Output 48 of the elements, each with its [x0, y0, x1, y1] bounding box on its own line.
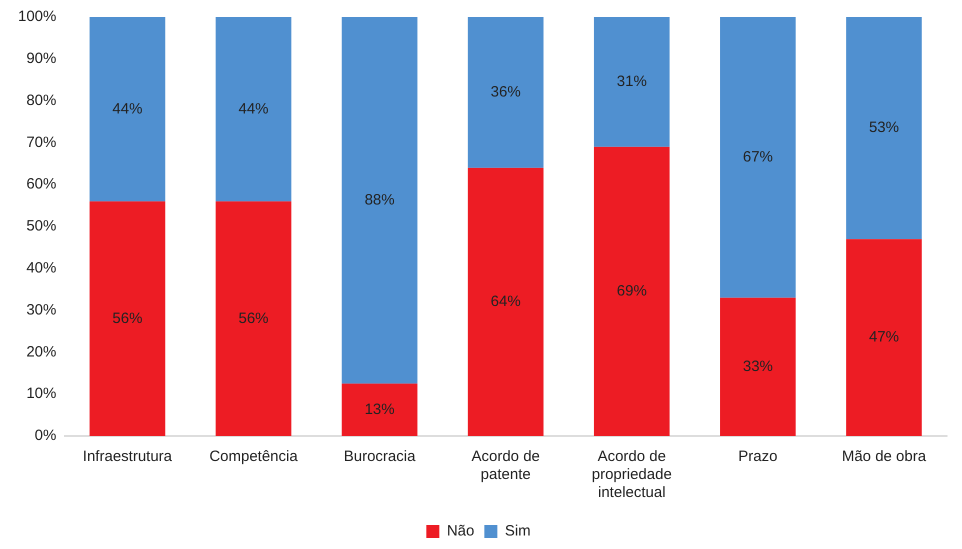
- data-label: 33%: [742, 358, 773, 376]
- y-tick-label: 100%: [18, 8, 56, 26]
- bar: [216, 17, 292, 202]
- data-label: 47%: [868, 328, 899, 346]
- legend-label: Sim: [504, 522, 531, 540]
- y-tick-label: 70%: [26, 134, 56, 151]
- y-tick-label: 90%: [26, 50, 56, 68]
- x-tick-label: Infraestrutura: [82, 448, 173, 466]
- bar: [342, 17, 418, 384]
- data-label: 67%: [742, 148, 773, 166]
- data-label: 69%: [616, 282, 647, 300]
- bar: [90, 17, 166, 202]
- data-label: 31%: [616, 73, 647, 90]
- bar: [846, 239, 922, 436]
- y-tick-label: 60%: [26, 176, 56, 193]
- data-label: 13%: [364, 400, 395, 418]
- data-label: 44%: [238, 100, 269, 118]
- y-tick-label: 80%: [26, 92, 56, 109]
- y-tick-label: 10%: [26, 385, 56, 402]
- data-label: 53%: [868, 119, 899, 136]
- y-tick-label: 50%: [26, 218, 56, 235]
- bar: [720, 298, 796, 436]
- x-tick-label: Acordo de patente: [471, 448, 540, 484]
- bar: [594, 17, 670, 147]
- data-label: 56%: [238, 310, 269, 327]
- x-tick-label: Prazo: [738, 448, 778, 466]
- data-label: 36%: [490, 84, 521, 101]
- data-label: 64%: [490, 293, 521, 310]
- x-tick-label: Mão de obra: [842, 448, 927, 466]
- x-tick-label: Burocracia: [344, 448, 416, 466]
- y-tick-label: 0%: [34, 427, 56, 444]
- legend-label: Não: [446, 522, 474, 540]
- bar: [720, 17, 796, 298]
- bar: [342, 384, 418, 436]
- bar: [468, 168, 544, 436]
- data-label: 88%: [364, 191, 395, 208]
- bar: [594, 146, 670, 436]
- y-tick-label: 30%: [26, 301, 56, 318]
- x-tick-label: Competência: [209, 448, 298, 466]
- y-tick-label: 40%: [26, 260, 56, 277]
- bar: [216, 201, 292, 436]
- bar: [90, 201, 166, 436]
- data-label: 56%: [112, 310, 142, 327]
- x-tick-label: Acordo de propriedade intelectual: [592, 448, 672, 502]
- y-tick-label: 20%: [26, 343, 56, 360]
- data-label: 44%: [112, 100, 142, 118]
- bar: [846, 17, 922, 240]
- bar: [468, 17, 544, 168]
